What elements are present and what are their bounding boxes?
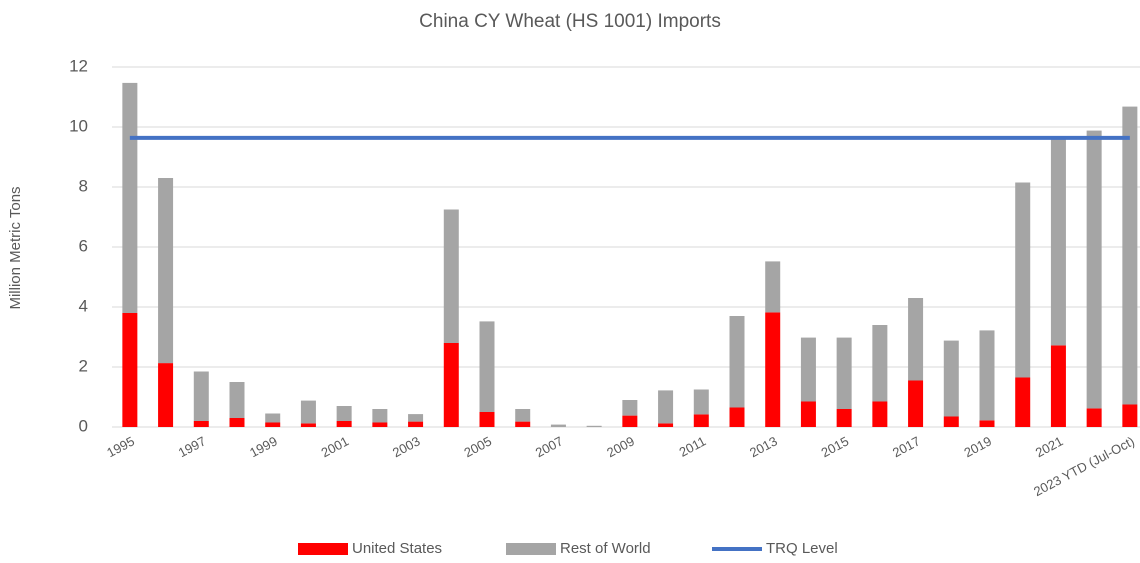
bar-segment [443, 343, 459, 427]
y-axis-label: Million Metric Tons [7, 186, 24, 309]
bar-segment [122, 313, 138, 427]
legend-label: TRQ Level [766, 540, 838, 557]
bar-segment [765, 261, 781, 313]
x-tick-label: 2007 [533, 433, 566, 460]
bar-segment [729, 316, 745, 408]
bar-segment [693, 389, 709, 415]
bar-segment [872, 401, 888, 427]
bar-segment [158, 178, 174, 364]
bar-segment [658, 390, 674, 424]
bar-segment [515, 421, 531, 427]
bar-segment [836, 409, 852, 427]
x-tick-label: 2017 [890, 433, 923, 460]
x-tick-label: 2021 [1033, 433, 1066, 460]
y-tick-label: 6 [79, 236, 88, 255]
bar-segment [800, 337, 816, 402]
bar-segment [443, 209, 459, 343]
bar-segment [300, 423, 316, 427]
chart-title: China CY Wheat (HS 1001) Imports [419, 11, 721, 32]
bar-segment [336, 406, 352, 421]
bar-segment [908, 380, 924, 427]
bar-segment [693, 414, 709, 427]
bar-segment [872, 325, 888, 402]
bar-segment [336, 421, 352, 427]
bar-segment [408, 414, 424, 422]
x-tick-label: 2013 [747, 433, 780, 460]
x-tick-label: 1999 [247, 433, 280, 460]
x-tick-label: 2019 [961, 433, 994, 460]
x-tick-label: 1995 [104, 433, 137, 460]
bar-segment [586, 425, 602, 427]
bar-segment [193, 371, 209, 421]
bar-segment [372, 422, 388, 427]
bar-segment [158, 363, 174, 427]
bar-segment [193, 421, 209, 427]
bar-segment [229, 418, 245, 427]
y-tick-label: 10 [69, 116, 88, 135]
bar-segment [765, 312, 781, 427]
x-tick-label: 2009 [604, 433, 637, 460]
bar-segment [1015, 182, 1031, 378]
y-tick-label: 12 [69, 56, 88, 75]
bar-segment [943, 340, 959, 417]
x-tick-label: 2011 [677, 433, 709, 459]
x-tick-label: 2015 [819, 433, 852, 460]
bar-segment [908, 298, 924, 381]
x-tick-label: 2005 [461, 433, 494, 460]
bar-segment [1086, 130, 1102, 409]
bar-segment [515, 409, 531, 422]
x-tick-label: 2003 [390, 433, 423, 460]
bar-segment [122, 82, 138, 314]
bar-segment [372, 409, 388, 423]
bar-segment [622, 400, 638, 416]
bar-segment [479, 321, 495, 412]
bar-segment [979, 330, 995, 421]
y-tick-label: 2 [79, 356, 88, 375]
bar-segment [265, 422, 281, 427]
legend-swatch [506, 543, 556, 555]
bar-segment [979, 420, 995, 427]
bar-segment [622, 415, 638, 427]
bar-segment [800, 401, 816, 427]
bar-segment [836, 337, 852, 409]
bar-segment [408, 421, 424, 427]
bar-segment [943, 416, 959, 427]
y-tick-label: 0 [79, 416, 88, 435]
bar-segment [1086, 408, 1102, 427]
legend-swatch [298, 543, 348, 555]
bar-segment [1122, 106, 1138, 405]
bar-segment [1015, 377, 1031, 427]
bar-segment [265, 413, 281, 423]
bar-segment [229, 382, 245, 418]
bar-segment [729, 407, 745, 427]
x-tick-label: 2001 [319, 433, 352, 460]
y-tick-label: 8 [79, 176, 88, 195]
bar-segment [479, 412, 495, 427]
bar-segment [300, 400, 316, 424]
legend-label: United States [352, 540, 442, 557]
x-tick-label: 1997 [176, 433, 209, 460]
bar-segment [1122, 404, 1138, 427]
bar-segment [1050, 345, 1066, 427]
y-tick-label: 4 [79, 296, 88, 315]
bar-segment [550, 424, 566, 427]
bar-segment [658, 423, 674, 427]
legend-label: Rest of World [560, 540, 651, 557]
bar-segment [1050, 136, 1066, 346]
